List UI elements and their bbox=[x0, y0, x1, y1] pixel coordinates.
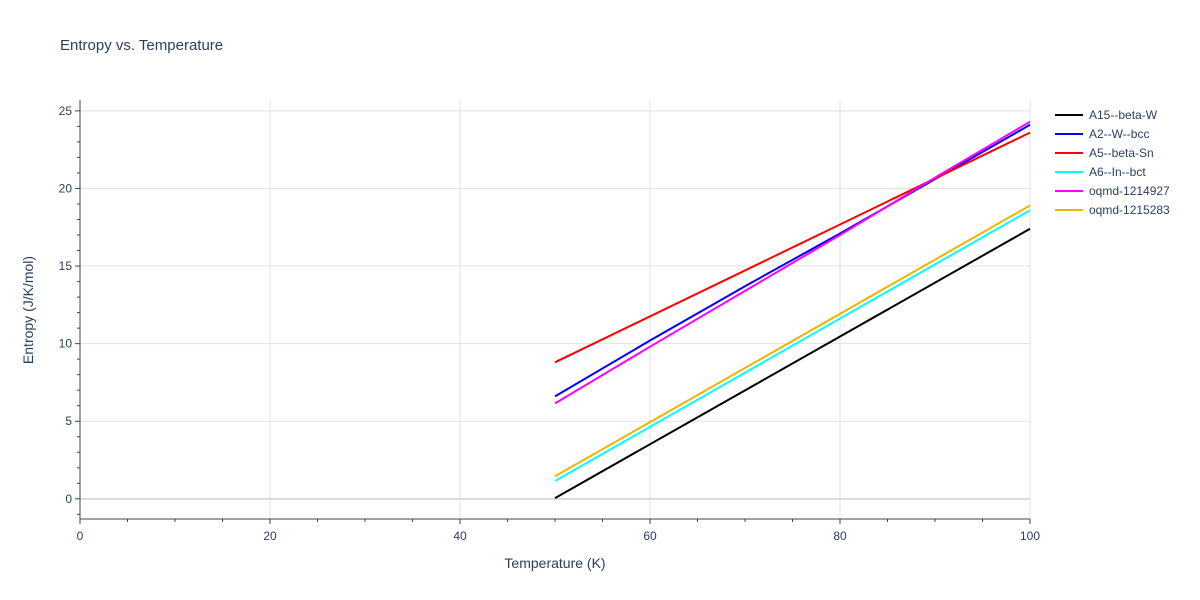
y-tick-label: 25 bbox=[59, 104, 73, 118]
y-tick-label: 0 bbox=[65, 492, 72, 506]
series-line bbox=[554, 227, 1031, 499]
axis-layer bbox=[75, 100, 1031, 524]
tick-label-layer: 0 20 40 60 80 100 0 5 10 15 20 25 bbox=[59, 104, 1041, 543]
x-tick-label: 40 bbox=[453, 529, 467, 543]
y-tick-label: 10 bbox=[59, 337, 73, 351]
series-line bbox=[554, 204, 1031, 478]
legend-label: A5--beta-Sn bbox=[1089, 146, 1154, 160]
legend: A15--beta-W A2--W--bcc A5--beta-Sn A6--In--… bbox=[1055, 108, 1170, 217]
y-axis-title: Entropy (J/K/mol) bbox=[20, 256, 36, 364]
x-tick-label: 80 bbox=[833, 529, 847, 543]
legend-label: oqmd-1215283 bbox=[1089, 203, 1170, 217]
legend-label: A15--beta-W bbox=[1089, 108, 1158, 122]
legend-label: A6--In--bct bbox=[1089, 165, 1146, 179]
x-tick-label: 20 bbox=[263, 529, 277, 543]
x-axis-title: Temperature (K) bbox=[504, 555, 605, 571]
y-tick-label: 5 bbox=[65, 414, 72, 428]
series-line bbox=[554, 209, 1031, 482]
x-tick-label: 60 bbox=[643, 529, 657, 543]
x-tick-label: 0 bbox=[77, 529, 84, 543]
y-tick-label: 20 bbox=[59, 181, 73, 195]
series-layer bbox=[554, 120, 1031, 499]
series-line bbox=[554, 120, 1031, 405]
legend-label: oqmd-1214927 bbox=[1089, 184, 1170, 198]
y-tick-label: 15 bbox=[59, 259, 73, 273]
legend-label: A2--W--bcc bbox=[1089, 127, 1149, 141]
chart-title: Entropy vs. Temperature bbox=[60, 37, 223, 54]
series-line bbox=[554, 131, 1031, 364]
grid-layer bbox=[80, 100, 1031, 519]
x-tick-label: 100 bbox=[1020, 529, 1040, 543]
